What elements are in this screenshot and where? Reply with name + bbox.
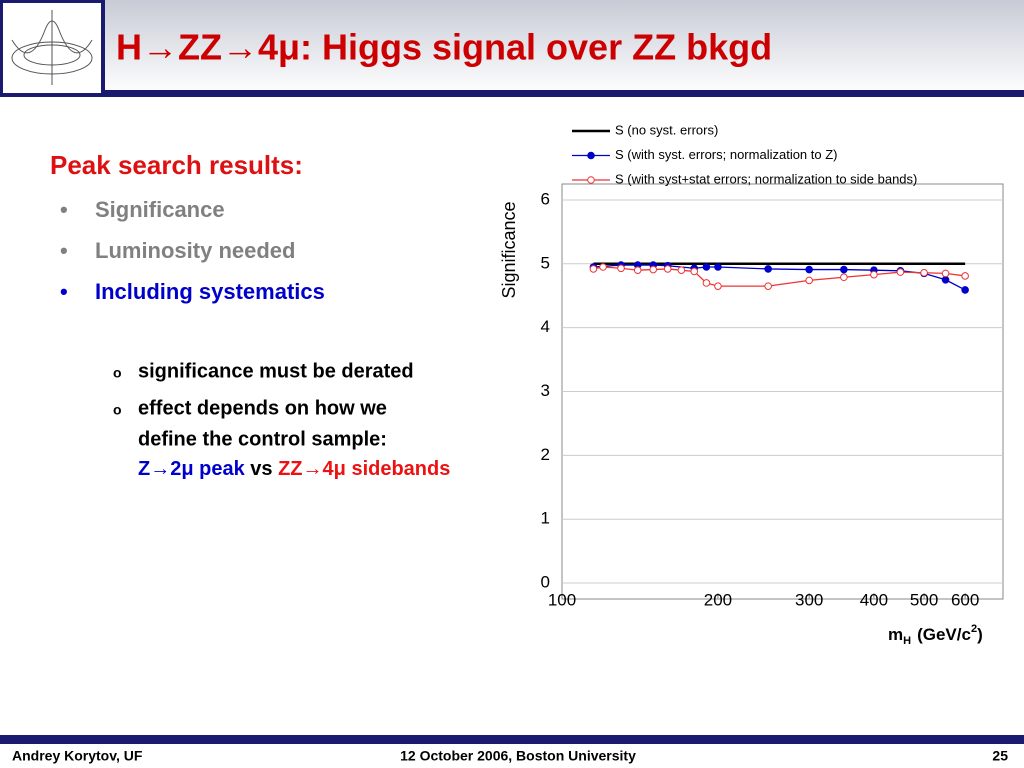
y-tick-label: 5 — [541, 253, 550, 272]
footer-event: 12 October 2006, Boston University — [400, 748, 636, 764]
y-tick-label: 1 — [541, 509, 550, 528]
bullet-dot: • — [60, 197, 68, 222]
sidebands: ZZ→4μ sidebands — [278, 458, 450, 480]
y-tick-label: 3 — [541, 381, 550, 400]
point — [677, 266, 686, 274]
point — [840, 273, 848, 282]
x-axis-label: mH (GeV/c2) — [888, 623, 983, 647]
y-axis-label: Significance — [499, 201, 519, 298]
bullet: Including systematics — [95, 279, 325, 304]
page-number: 25 — [992, 748, 1008, 764]
vs: vs — [250, 458, 272, 480]
point — [690, 267, 699, 276]
sub-bullets: o significance must be derated o effect … — [113, 360, 450, 480]
bullet-dot: • — [60, 279, 68, 304]
legend-marker — [587, 176, 595, 184]
x-tick-label: 300 — [795, 590, 823, 609]
x-tick-label: 500 — [910, 590, 938, 609]
peak: Z→2μ peak — [138, 458, 246, 480]
legend-label: S (no syst. errors) — [615, 122, 718, 137]
point — [663, 265, 672, 273]
point — [920, 268, 928, 277]
sub-bullet-dot: o — [113, 365, 122, 381]
point — [961, 286, 969, 294]
y-tick-label: 0 — [541, 573, 550, 592]
x-label-part: ) — [977, 625, 983, 644]
sub-bullet: define the control sample: — [138, 428, 387, 450]
point — [702, 279, 711, 287]
point — [941, 269, 950, 278]
bullets: • Significance • Luminosity needed • Inc… — [60, 197, 325, 304]
x-label-part: 2 — [971, 623, 977, 635]
sub-bullet: significance must be derated — [138, 360, 414, 382]
y-tick-label: 4 — [541, 317, 550, 336]
y-tick-label: 6 — [541, 189, 550, 208]
bullet: Significance — [95, 197, 225, 222]
header-bg — [0, 0, 1024, 94]
x-label-part: (GeV/c — [917, 625, 971, 644]
logo-drawing — [11, 10, 93, 85]
bullet: Luminosity needed — [95, 238, 295, 263]
point — [589, 265, 598, 273]
point — [617, 264, 625, 273]
point — [764, 265, 772, 273]
heading: Peak search results: — [50, 150, 303, 180]
point — [714, 263, 722, 271]
point — [633, 266, 642, 274]
x-tick-label: 600 — [951, 590, 979, 609]
footer-author: Andrey Korytov, UF — [12, 748, 143, 764]
point — [840, 265, 848, 274]
point — [702, 263, 711, 271]
legend-label: S (with syst. errors; normalization to Z… — [615, 147, 838, 162]
x-label-part: m — [888, 625, 903, 644]
x-tick-label: 200 — [704, 590, 732, 609]
point — [599, 263, 607, 271]
legend-label: S (with syst+stat errors; normalization … — [615, 171, 917, 186]
sub-bullet-dot: o — [113, 402, 122, 418]
header-rule — [105, 90, 1024, 97]
y-tick-label: 2 — [541, 445, 550, 464]
x-tick-label: 400 — [860, 590, 888, 609]
point — [805, 276, 813, 285]
chart: 0 1 2 3 4 5 6 100 200 300 400 500 600 Significance mH (… — [499, 122, 1004, 647]
footer-rule — [0, 735, 1024, 744]
point — [649, 265, 658, 274]
bullet-dot: • — [60, 238, 68, 263]
point — [896, 268, 905, 276]
slide-title: H→ZZ→4μ: Higgs signal over ZZ bkgd — [116, 27, 772, 68]
point — [941, 275, 950, 284]
legend-marker — [587, 151, 595, 160]
point — [764, 282, 772, 290]
point — [805, 265, 813, 274]
point — [961, 272, 969, 280]
control-sample: Z→2μ peak vs ZZ→4μ sidebands — [138, 458, 450, 480]
x-tick-label: 100 — [548, 590, 576, 609]
point — [714, 282, 722, 290]
sub-bullet: effect depends on how we — [138, 397, 387, 419]
point — [870, 270, 878, 279]
x-label-part: H — [903, 635, 911, 647]
